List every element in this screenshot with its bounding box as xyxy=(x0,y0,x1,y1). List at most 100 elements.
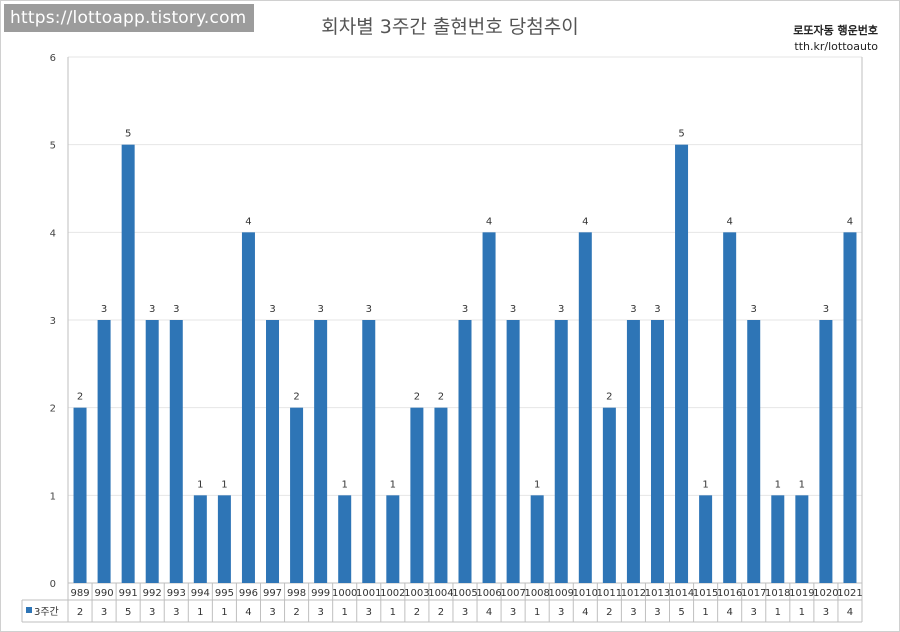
bar xyxy=(626,320,640,583)
table-value: 3 xyxy=(317,607,323,618)
brand-url[interactable]: tth.kr/lottoauto xyxy=(794,40,878,53)
bar xyxy=(169,320,183,583)
x-tick-label: 1015 xyxy=(693,588,718,599)
bar xyxy=(362,320,376,583)
bar xyxy=(338,495,352,583)
legend-swatch xyxy=(26,607,32,613)
table-value: 2 xyxy=(606,607,612,618)
bar xyxy=(314,320,328,583)
brand-name: 로또자동 행운번호 xyxy=(793,24,878,37)
bar xyxy=(650,320,664,583)
data-label: 1 xyxy=(775,479,781,490)
data-label: 2 xyxy=(77,392,83,403)
table-value: 3 xyxy=(101,607,107,618)
data-label: 3 xyxy=(654,304,660,315)
data-label: 1 xyxy=(221,479,227,490)
bar xyxy=(266,320,280,583)
table-value: 1 xyxy=(534,607,540,618)
bar xyxy=(602,407,616,583)
data-label: 1 xyxy=(342,479,348,490)
x-tick-label: 990 xyxy=(95,588,114,599)
table-value: 2 xyxy=(438,607,444,618)
data-label: 3 xyxy=(173,304,179,315)
x-tick-label: 1000 xyxy=(332,588,357,599)
data-label: 4 xyxy=(847,216,853,227)
table-value: 3 xyxy=(558,607,564,618)
data-label: 3 xyxy=(751,304,757,315)
table-value: 4 xyxy=(245,607,251,618)
data-label: 5 xyxy=(125,129,131,140)
x-tick-label: 1020 xyxy=(813,588,838,599)
table-value: 1 xyxy=(390,607,396,618)
x-tick-label: 989 xyxy=(70,588,89,599)
x-tick-label: 1004 xyxy=(428,588,453,599)
x-tick-label: 1007 xyxy=(500,588,525,599)
table-value: 2 xyxy=(77,607,83,618)
bar xyxy=(843,232,857,584)
data-label: 3 xyxy=(823,304,829,315)
data-label: 1 xyxy=(197,479,203,490)
data-label: 3 xyxy=(630,304,636,315)
data-label: 3 xyxy=(149,304,155,315)
y-tick-label: 5 xyxy=(50,141,56,152)
x-tick-label: 1021 xyxy=(837,588,862,599)
data-label: 2 xyxy=(293,392,299,403)
bar xyxy=(241,232,255,584)
table-value: 3 xyxy=(366,607,372,618)
data-label: 3 xyxy=(269,304,275,315)
chart-title: 회차별 3주간 출현번호 당첨추이 xyxy=(321,16,579,38)
legend-label: 3주간 xyxy=(34,606,59,618)
y-tick-label: 6 xyxy=(50,53,56,64)
bar xyxy=(410,407,424,583)
x-tick-label: 1005 xyxy=(452,588,477,599)
bar xyxy=(145,320,159,583)
table-value: 4 xyxy=(486,607,492,618)
data-label: 1 xyxy=(702,479,708,490)
data-label: 2 xyxy=(606,392,612,403)
x-tick-label: 992 xyxy=(143,588,162,599)
table-value: 4 xyxy=(847,607,853,618)
x-tick-label: 993 xyxy=(167,588,186,599)
x-tick-label: 1018 xyxy=(765,588,790,599)
table-value: 5 xyxy=(125,607,131,618)
x-tick-label: 1001 xyxy=(356,588,381,599)
y-tick-label: 0 xyxy=(50,579,56,590)
table-value: 3 xyxy=(823,607,829,618)
bar xyxy=(290,407,304,583)
table-value: 3 xyxy=(510,607,516,618)
x-tick-label: 1011 xyxy=(597,588,622,599)
x-tick-label: 1002 xyxy=(380,588,405,599)
data-label: 4 xyxy=(582,216,588,227)
table-value: 2 xyxy=(293,607,299,618)
x-tick-label: 1017 xyxy=(741,588,766,599)
table-value: 1 xyxy=(221,607,227,618)
bar xyxy=(578,232,592,584)
table-value: 4 xyxy=(726,607,732,618)
x-tick-label: 996 xyxy=(239,588,258,599)
table-value: 5 xyxy=(678,607,684,618)
x-tick-label: 997 xyxy=(263,588,282,599)
x-tick-label: 1019 xyxy=(789,588,814,599)
bar xyxy=(482,232,496,584)
table-value: 1 xyxy=(775,607,781,618)
x-tick-label: 1014 xyxy=(669,588,694,599)
data-label: 1 xyxy=(534,479,540,490)
table-value: 3 xyxy=(751,607,757,618)
table-value: 3 xyxy=(173,607,179,618)
bar xyxy=(723,232,737,584)
data-label: 3 xyxy=(101,304,107,315)
bar xyxy=(819,320,833,583)
data-label: 3 xyxy=(366,304,372,315)
data-label: 3 xyxy=(462,304,468,315)
bar xyxy=(73,407,87,583)
x-tick-label: 991 xyxy=(119,588,138,599)
x-tick-label: 1003 xyxy=(404,588,429,599)
bar xyxy=(458,320,472,583)
table-value: 1 xyxy=(342,607,348,618)
x-tick-label: 995 xyxy=(215,588,234,599)
y-tick-label: 4 xyxy=(50,228,56,239)
y-tick-label: 3 xyxy=(50,316,56,327)
data-label: 1 xyxy=(390,479,396,490)
table-value: 3 xyxy=(149,607,155,618)
